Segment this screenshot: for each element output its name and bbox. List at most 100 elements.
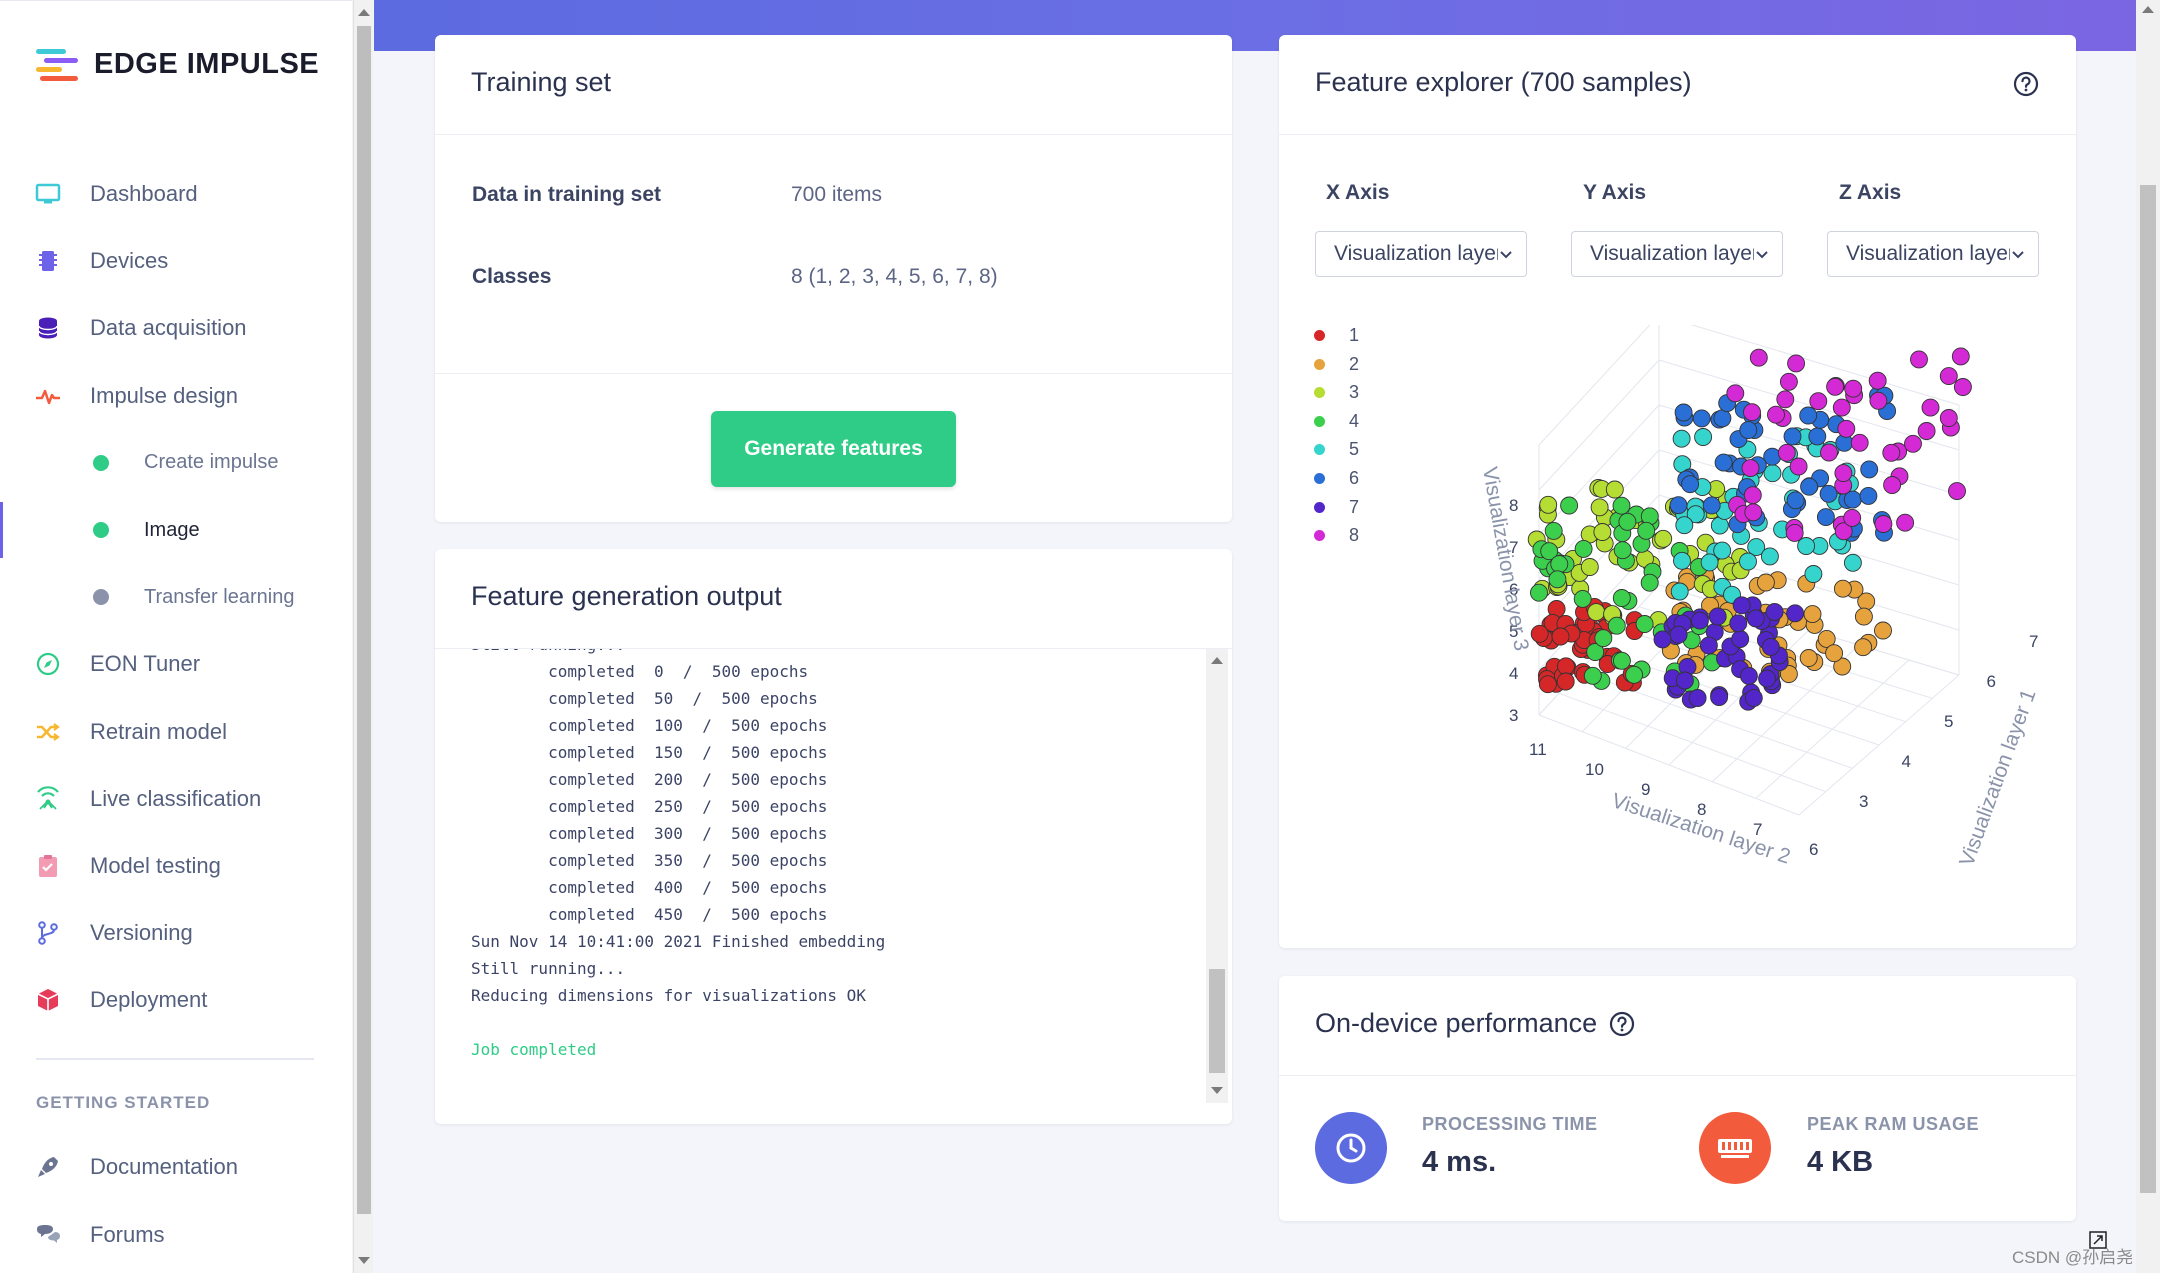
legend-item[interactable]: 1 [1314, 325, 1359, 346]
sidebar-item-dashboard[interactable]: Dashboard [0, 166, 352, 222]
console-scrollbar[interactable] [1206, 649, 1228, 1103]
sidebar-item-deployment[interactable]: Deployment [0, 972, 352, 1028]
scatter-point-class-7 [1708, 607, 1727, 626]
sidebar-item-eon-tuner[interactable]: EON Tuner [0, 636, 352, 692]
sidebar-item-transfer-learning[interactable]: Transfer learning [0, 569, 352, 625]
legend-label: 4 [1349, 410, 1360, 431]
sidebar-item-model-testing[interactable]: Model testing [0, 838, 352, 894]
scroll-down-arrow-icon[interactable] [1211, 1087, 1223, 1094]
scatter-point-class-4 [1625, 665, 1644, 684]
scatter-point-class-4 [1550, 555, 1569, 574]
console-output[interactable]: Still running... completed 0 / 500 epoch… [435, 649, 1206, 1103]
sidebar-item-impulse-design[interactable]: Impulse design [0, 368, 352, 424]
sidebar-item-data-acquisition[interactable]: Data acquisition [0, 300, 352, 356]
classes-label: Classes [472, 265, 552, 288]
processing-time-badge [1315, 1112, 1387, 1184]
memory-icon [1718, 1139, 1752, 1158]
legend-item[interactable]: 6 [1314, 468, 1359, 489]
scatter-point-class-4 [1583, 666, 1602, 685]
scatter-point-class-8 [1904, 434, 1922, 453]
legend-label: 8 [1349, 525, 1360, 546]
scatter-point-class-4 [1607, 616, 1626, 635]
scatter-point-class-2 [1825, 644, 1844, 663]
legend-item[interactable]: 4 [1314, 411, 1359, 432]
sidebar-item-create-impulse[interactable]: Create impulse [0, 435, 352, 491]
window-resize-icon[interactable] [2088, 1230, 2108, 1250]
page-scrollbar[interactable] [2136, 0, 2160, 1273]
sidebar-item-label: Deployment [90, 987, 208, 1013]
sidebar-item-label: Image [144, 518, 200, 541]
sidebar-item-devices[interactable]: Devices [0, 233, 352, 289]
sidebar-item-label: Model testing [90, 853, 221, 878]
scatter-point-class-8 [1789, 457, 1808, 476]
scatter-point-class-2 [1874, 621, 1892, 640]
scroll-up-arrow-icon[interactable] [2142, 6, 2154, 13]
help-icon[interactable] [2013, 71, 2039, 97]
chevron-down-icon [2012, 251, 2024, 259]
legend-item[interactable]: 3 [1314, 382, 1359, 403]
scatter-point-class-8 [1837, 419, 1856, 438]
console-line: completed 200 / 500 epochs [471, 770, 828, 789]
legend-item[interactable]: 7 [1314, 497, 1359, 518]
scatter-point-class-2 [1799, 649, 1818, 667]
scroll-up-arrow-icon[interactable] [358, 9, 370, 16]
sidebar-item-versioning[interactable]: Versioning [0, 905, 352, 961]
scatter-point-class-5 [1760, 547, 1779, 566]
scatter-point-class-5 [1673, 551, 1691, 570]
edge-impulse-logo-icon [36, 49, 78, 81]
legend-item[interactable]: 2 [1314, 354, 1359, 375]
console-line: Job completed [471, 1040, 597, 1059]
scroll-up-arrow-icon[interactable] [1211, 657, 1223, 664]
sidebar-divider [36, 1058, 314, 1060]
compass-icon [36, 653, 60, 676]
scatter-point-class-7 [1746, 609, 1765, 628]
brand-logo[interactable]: EDGE IMPULSE [36, 47, 319, 81]
help-icon[interactable] [1609, 1011, 1635, 1037]
sidebar-item-forums[interactable]: Forums [0, 1207, 352, 1263]
scatter-point-class-7 [1675, 671, 1694, 690]
scrollbar-thumb[interactable] [1209, 969, 1225, 1073]
sidebar-item-label: Impulse design [90, 382, 238, 408]
scatter-point-class-8 [1939, 409, 1958, 427]
x-tick-label: 3 [1859, 792, 1868, 811]
scatter-point-class-4 [1613, 541, 1632, 560]
z-tick-label: 8 [1509, 496, 1518, 515]
legend-item[interactable]: 5 [1314, 439, 1359, 460]
scatter-point-class-3 [1590, 498, 1609, 517]
sidebar-item-image[interactable]: Image [0, 502, 352, 558]
scatter-point-class-4 [1637, 521, 1656, 540]
sidebar-item-documentation[interactable]: Documentation [0, 1139, 352, 1195]
scatter-point-class-8 [1726, 384, 1745, 403]
scatter-point-class-7 [1765, 602, 1784, 621]
card-header: Training set [435, 35, 1232, 135]
z-tick-label: 5 [1509, 622, 1518, 641]
y-tick-label: 8 [1697, 800, 1706, 819]
console-line: completed 300 / 500 epochs [471, 824, 828, 843]
generate-features-button[interactable]: Generate features [711, 411, 956, 487]
data-in-training-set-label: Data in training set [472, 183, 662, 206]
scrollbar-thumb[interactable] [2140, 185, 2156, 1193]
legend-item[interactable]: 8 [1314, 525, 1359, 546]
z-axis-select[interactable]: Visualization layer 3 [1827, 231, 2039, 277]
sidebar-scrollbar[interactable] [353, 0, 373, 1273]
processing-time-label: PROCESSING TIME [1422, 1114, 1598, 1134]
y-axis-select[interactable]: Visualization layer 2 [1571, 231, 1783, 277]
scatter-point-class-8 [1868, 371, 1887, 390]
scatter-point-class-6 [1859, 486, 1878, 505]
scatter-point-class-4 [1640, 573, 1659, 592]
sidebar-item-retrain-model[interactable]: Retrain model [0, 704, 352, 760]
sidebar-item-live-classification[interactable]: Live classification [0, 771, 352, 827]
status-dot-icon [93, 589, 109, 606]
scatter-point-class-7 [1744, 688, 1763, 707]
z-axis-label: Z Axis [1839, 181, 1902, 204]
scrollbar-thumb[interactable] [357, 26, 371, 1214]
scroll-down-arrow-icon[interactable] [358, 1257, 370, 1264]
feature-output-card: Feature generation output Still running.… [435, 549, 1232, 1124]
x-axis-select[interactable]: Visualization layer 1 [1315, 231, 1527, 277]
scatter-point-class-5 [1686, 505, 1705, 524]
brand-name: EDGE IMPULSE [94, 47, 320, 80]
scatter-point-class-8 [1844, 379, 1863, 398]
card-header: Feature generation output [435, 549, 1232, 649]
scatter-point-class-7 [1688, 689, 1707, 707]
